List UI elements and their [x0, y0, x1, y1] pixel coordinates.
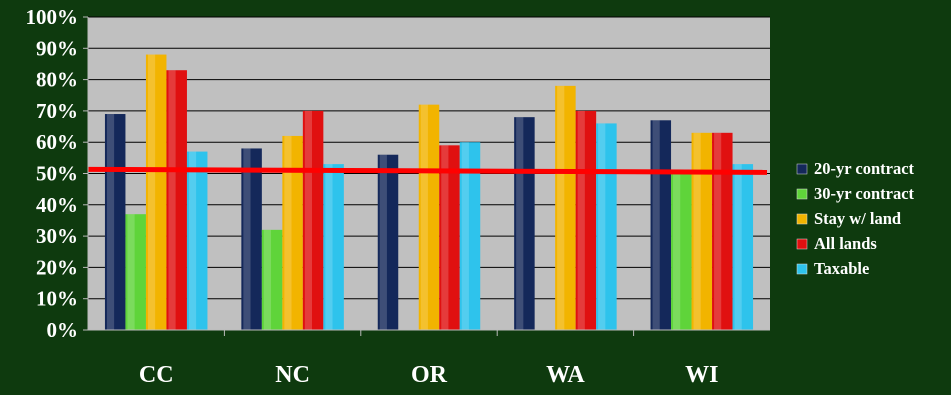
bar-highlight [598, 123, 606, 330]
bar-highlight [516, 117, 524, 330]
bar-highlight [325, 164, 333, 330]
x-category-label: NC [275, 362, 310, 388]
legend-swatch [796, 238, 808, 250]
bar-stay-w-land [418, 104, 440, 330]
bar-highlight [243, 148, 251, 330]
legend-swatch [796, 213, 808, 225]
bar-all-lands [439, 145, 460, 330]
legend-swatch [796, 163, 808, 175]
bar-highlight [557, 85, 565, 330]
y-tick-label: 60% [36, 130, 78, 154]
y-tick-label: 20% [36, 255, 78, 279]
y-tick-label: 0% [47, 318, 79, 342]
bar-highlight [263, 229, 272, 330]
legend-label: 30-yr contract [814, 184, 915, 203]
y-tick-label: 40% [36, 193, 78, 217]
bar-taxable [186, 151, 208, 330]
bar-20-yr-contract [377, 154, 399, 330]
y-tick-label: 80% [36, 68, 78, 92]
y-tick-label: 70% [36, 99, 78, 123]
bar-highlight [379, 154, 387, 330]
bar-taxable [596, 123, 617, 330]
bar-highlight [652, 120, 660, 330]
y-tick-label: 100% [26, 5, 79, 29]
legend-label: 20-yr contract [814, 159, 915, 178]
bar-highlight [106, 114, 115, 330]
bar-stay-w-land [145, 54, 167, 331]
bar-30-yr-contract [125, 214, 146, 330]
y-tick-label: 50% [36, 162, 78, 186]
bar-stay-w-land [282, 135, 303, 330]
bar-all-lands [302, 110, 324, 331]
legend-swatch [796, 188, 808, 200]
y-tick-label: 10% [36, 287, 78, 311]
bar-highlight [168, 70, 176, 331]
x-category-label: CC [139, 362, 174, 388]
bar-all-lands [712, 132, 733, 330]
bar-highlight [127, 214, 135, 330]
bar-highlight [147, 54, 156, 331]
y-tick-label: 90% [36, 36, 78, 60]
bar-all-lands [575, 110, 597, 331]
bar-highlight [461, 142, 469, 330]
x-category-label: OR [411, 362, 448, 388]
bar-highlight [714, 132, 722, 330]
legend-label: Taxable [814, 259, 869, 278]
bar-30-yr-contract [261, 229, 283, 330]
bar-all-lands [166, 70, 187, 331]
bar-highlight [284, 135, 292, 330]
bar-highlight [420, 104, 428, 330]
bar-highlight [673, 173, 681, 330]
y-tick-label: 30% [36, 224, 78, 248]
bar-highlight [441, 145, 449, 330]
bar-highlight [577, 110, 585, 331]
legend-swatch [796, 263, 808, 275]
bar-taxable [323, 164, 344, 330]
bar-stay-w-land [555, 85, 576, 330]
bar-highlight [693, 132, 701, 330]
bar-20-yr-contract [241, 148, 262, 330]
reference-line-50pct [87, 166, 768, 175]
bar-taxable [459, 142, 481, 330]
bar-highlight [188, 151, 197, 330]
bar-highlight [734, 164, 742, 330]
x-category-label: WA [546, 362, 585, 388]
legend-label: All lands [814, 234, 877, 253]
x-category-label: WI [685, 362, 718, 388]
bar-taxable [732, 164, 754, 330]
bar-stay-w-land [691, 132, 713, 330]
legend-label: Stay w/ land [814, 209, 901, 228]
bar-30-yr-contract [671, 173, 692, 330]
bar-highlight [304, 110, 313, 331]
